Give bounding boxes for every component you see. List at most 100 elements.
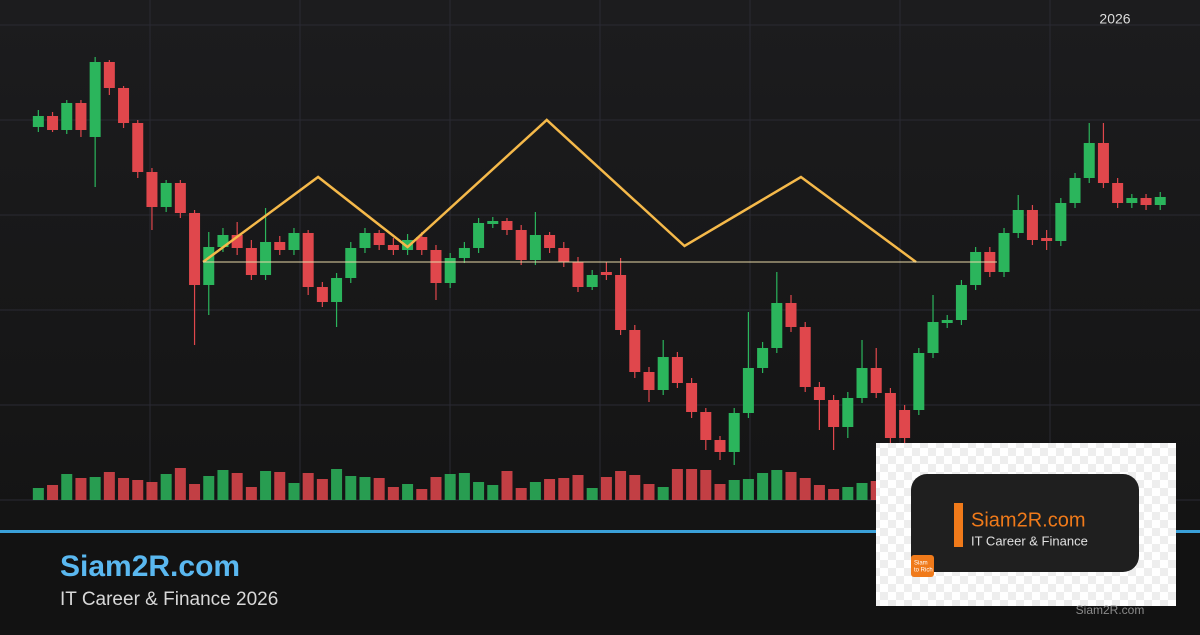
volume-bar <box>146 482 158 500</box>
volume-bar <box>629 475 641 500</box>
volume-bar <box>515 488 527 500</box>
candle-body <box>757 348 769 368</box>
candle-body <box>487 221 499 224</box>
volume-bar <box>842 487 854 500</box>
candle-body <box>529 235 541 260</box>
volume-bar <box>345 476 357 500</box>
candle-body <box>118 88 130 123</box>
divider <box>0 530 1200 533</box>
candle-body <box>316 287 328 302</box>
candle-body <box>899 410 911 438</box>
candle-body <box>884 393 896 438</box>
candle-body <box>89 62 101 137</box>
candle-body <box>302 233 314 287</box>
candle-body <box>231 235 243 248</box>
overlay-line <box>202 118 917 264</box>
volume-bar <box>274 472 286 500</box>
volume-bar <box>47 485 59 500</box>
volume-bar <box>558 478 570 500</box>
candle-body <box>274 242 286 250</box>
volume-bar <box>529 482 541 500</box>
candle-body <box>700 412 712 440</box>
card-title: Siam2R.com <box>971 509 1085 531</box>
card-icon-line: Siam <box>914 561 928 567</box>
candle-body <box>260 242 272 275</box>
volume-bar <box>373 478 385 500</box>
volume-bar <box>458 473 470 500</box>
volume-bar <box>302 473 314 500</box>
volume-bar <box>231 473 243 500</box>
volume-bar <box>103 472 115 500</box>
candle-body <box>75 103 87 130</box>
card-panel <box>911 474 1139 572</box>
card-accent <box>954 503 963 547</box>
volume-bar <box>359 477 371 500</box>
candle-body <box>586 275 598 287</box>
candle-body <box>501 221 513 230</box>
volume-bar <box>189 484 201 500</box>
card-icon-line: to Rich <box>914 568 933 574</box>
volume-bar <box>572 475 584 500</box>
candle-body <box>61 103 73 130</box>
volume-bar <box>643 484 655 500</box>
volume-bar <box>728 480 740 500</box>
candle-body <box>1140 198 1152 205</box>
candle-body <box>402 240 414 250</box>
candle-body <box>842 398 854 427</box>
volume-bar <box>32 488 44 500</box>
volume-bar <box>757 473 769 500</box>
candle-body <box>132 123 144 172</box>
candle-body <box>728 413 740 452</box>
candle-body <box>1097 143 1109 183</box>
candle-body <box>927 322 939 353</box>
candle-body <box>955 285 967 320</box>
candle-body <box>473 223 485 248</box>
volume-bar <box>785 472 797 500</box>
volume-bar <box>544 479 556 500</box>
candle-body <box>785 303 797 327</box>
volume-bar <box>430 477 442 500</box>
site-name: Siam2R.com <box>60 550 240 583</box>
volume-bar <box>316 479 328 500</box>
candle-body <box>1112 183 1124 203</box>
volume-bar <box>288 483 300 500</box>
candle-body <box>359 233 371 248</box>
volume-bar <box>61 474 73 500</box>
candle-body <box>345 248 357 278</box>
volume-bar <box>813 485 825 500</box>
candle-body <box>47 116 59 130</box>
volume-bar <box>118 478 130 500</box>
candle-body <box>189 213 201 285</box>
volume-bar <box>828 489 840 500</box>
candle-body <box>515 230 527 260</box>
volume-bar <box>501 471 513 500</box>
volume-bar <box>75 478 87 500</box>
volume-bar <box>586 488 598 500</box>
candle-body <box>941 320 953 323</box>
volume-bar <box>473 482 485 500</box>
candle-body <box>1026 210 1038 240</box>
logo-card: Siam2R.com IT Career & Finance Siam to R… <box>876 443 1176 606</box>
volume-bar <box>245 487 257 500</box>
candle-body <box>600 272 612 275</box>
candle-body <box>572 262 584 287</box>
volume-bar <box>203 476 215 500</box>
candle-body <box>1055 203 1067 241</box>
volume-bar <box>487 485 499 500</box>
candle-body <box>160 183 172 207</box>
volume-bar <box>260 471 272 500</box>
corner-label: 2026 <box>1099 11 1130 27</box>
candle-body <box>217 235 229 247</box>
candle-body <box>671 357 683 383</box>
volume-bar <box>387 487 399 500</box>
volume-bar <box>686 469 698 500</box>
candle-body <box>799 327 811 387</box>
candle-body <box>103 62 115 88</box>
candle-body <box>856 368 868 398</box>
card-icon <box>911 555 934 577</box>
candle-body <box>1012 210 1024 233</box>
candle-body <box>998 233 1010 272</box>
card-subtitle: IT Career & Finance <box>971 533 1088 548</box>
volume-bar <box>615 471 627 500</box>
